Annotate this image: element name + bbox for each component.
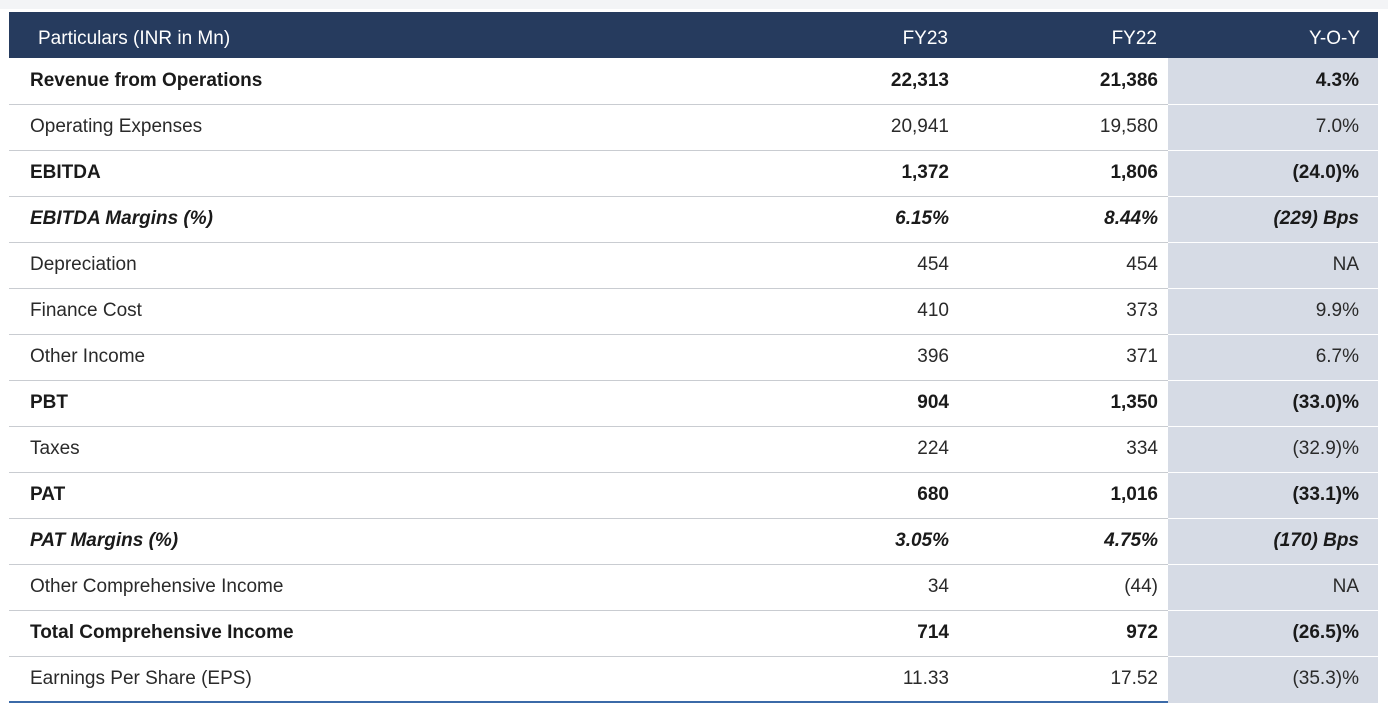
row-yoy-value: (35.3)% xyxy=(1168,656,1378,703)
row-fy22-value: 371 xyxy=(959,334,1168,381)
table-body: Revenue from Operations 22,313 21,386 4.3% O… xyxy=(9,58,1378,703)
table-row: PAT 680 1,016 (33.1)% xyxy=(9,472,1378,519)
row-fy22-value: 1,806 xyxy=(959,150,1168,197)
row-label: Total Comprehensive Income xyxy=(9,610,750,657)
row-fy22-value: 334 xyxy=(959,426,1168,473)
row-fy22-value: (44) xyxy=(959,564,1168,611)
row-yoy-value: (170) Bps xyxy=(1168,518,1378,565)
row-fy23-value: 6.15% xyxy=(750,196,959,243)
row-yoy-value: 7.0% xyxy=(1168,104,1378,151)
row-yoy-value: (24.0)% xyxy=(1168,150,1378,197)
table-row: Other Income 396 371 6.7% xyxy=(9,334,1378,381)
table-row: PBT 904 1,350 (33.0)% xyxy=(9,380,1378,427)
table-row: Depreciation 454 454 NA xyxy=(9,242,1378,289)
row-yoy-value: (33.0)% xyxy=(1168,380,1378,427)
header-particulars: Particulars (INR in Mn) xyxy=(9,12,750,58)
header-fy23: FY23 xyxy=(750,12,959,58)
top-strip xyxy=(0,0,1388,9)
row-label: EBITDA xyxy=(9,150,750,197)
table-row: EBITDA 1,372 1,806 (24.0)% xyxy=(9,150,1378,197)
table-row: Revenue from Operations 22,313 21,386 4.3% xyxy=(9,58,1378,105)
table-row: EBITDA Margins (%) 6.15% 8.44% (229) Bps xyxy=(9,196,1378,243)
row-fy22-value: 8.44% xyxy=(959,196,1168,243)
row-fy23-value: 3.05% xyxy=(750,518,959,565)
row-label: Taxes xyxy=(9,426,750,473)
row-label: Other Comprehensive Income xyxy=(9,564,750,611)
row-fy22-value: 19,580 xyxy=(959,104,1168,151)
row-fy23-value: 904 xyxy=(750,380,959,427)
row-fy23-value: 410 xyxy=(750,288,959,335)
row-fy23-value: 714 xyxy=(750,610,959,657)
row-label: Depreciation xyxy=(9,242,750,289)
row-fy23-value: 22,313 xyxy=(750,58,959,105)
financial-summary-table: Particulars (INR in Mn) FY23 FY22 Y-O-Y … xyxy=(9,12,1378,703)
table-row: Total Comprehensive Income 714 972 (26.5)% xyxy=(9,610,1378,657)
row-fy22-value: 1,016 xyxy=(959,472,1168,519)
row-fy23-value: 454 xyxy=(750,242,959,289)
row-yoy-value: NA xyxy=(1168,564,1378,611)
row-label: PAT xyxy=(9,472,750,519)
row-fy22-value: 4.75% xyxy=(959,518,1168,565)
row-label: Other Income xyxy=(9,334,750,381)
row-yoy-value: 6.7% xyxy=(1168,334,1378,381)
row-fy23-value: 34 xyxy=(750,564,959,611)
table-row: Earnings Per Share (EPS) 11.33 17.52 (35.3)… xyxy=(9,656,1378,703)
row-yoy-value: 9.9% xyxy=(1168,288,1378,335)
row-fy22-value: 972 xyxy=(959,610,1168,657)
row-fy23-value: 680 xyxy=(750,472,959,519)
row-fy23-value: 1,372 xyxy=(750,150,959,197)
row-label: Revenue from Operations xyxy=(9,58,750,105)
row-label: Earnings Per Share (EPS) xyxy=(9,656,750,703)
table-row: Taxes 224 334 (32.9)% xyxy=(9,426,1378,473)
row-yoy-value: (33.1)% xyxy=(1168,472,1378,519)
header-yoy: Y-O-Y xyxy=(1168,12,1378,58)
row-fy22-value: 21,386 xyxy=(959,58,1168,105)
table-header-row: Particulars (INR in Mn) FY23 FY22 Y-O-Y xyxy=(9,12,1378,58)
row-label: PBT xyxy=(9,380,750,427)
row-label: PAT Margins (%) xyxy=(9,518,750,565)
row-label: Finance Cost xyxy=(9,288,750,335)
row-fy22-value: 373 xyxy=(959,288,1168,335)
row-yoy-value: (26.5)% xyxy=(1168,610,1378,657)
row-yoy-value: 4.3% xyxy=(1168,58,1378,105)
row-fy23-value: 396 xyxy=(750,334,959,381)
row-yoy-value: (32.9)% xyxy=(1168,426,1378,473)
row-fy22-value: 454 xyxy=(959,242,1168,289)
table-row: Other Comprehensive Income 34 (44) NA xyxy=(9,564,1378,611)
row-label: EBITDA Margins (%) xyxy=(9,196,750,243)
header-fy22: FY22 xyxy=(959,12,1168,58)
table-row: Finance Cost 410 373 9.9% xyxy=(9,288,1378,335)
row-label: Operating Expenses xyxy=(9,104,750,151)
row-fy23-value: 224 xyxy=(750,426,959,473)
table-row: PAT Margins (%) 3.05% 4.75% (170) Bps xyxy=(9,518,1378,565)
row-yoy-value: NA xyxy=(1168,242,1378,289)
row-fy23-value: 11.33 xyxy=(750,656,959,703)
row-yoy-value: (229) Bps xyxy=(1168,196,1378,243)
row-fy23-value: 20,941 xyxy=(750,104,959,151)
row-fy22-value: 1,350 xyxy=(959,380,1168,427)
table-row: Operating Expenses 20,941 19,580 7.0% xyxy=(9,104,1378,151)
row-fy22-value: 17.52 xyxy=(959,656,1168,703)
